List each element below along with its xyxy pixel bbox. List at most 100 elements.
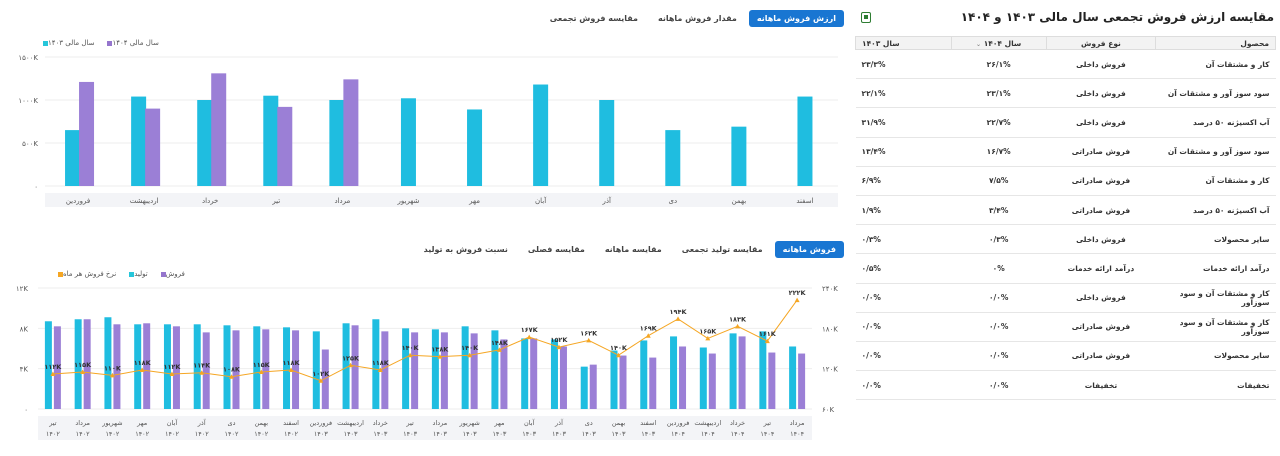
header-year-1404[interactable]: سال ۱۴۰۴ ⌄ [950, 36, 1047, 50]
comparison-table: محصول نوع فروش سال ۱۴۰۴ ⌄ سال ۱۴۰۳ کار و… [855, 36, 1276, 401]
rate-point-label: ۱۱۸K [134, 359, 152, 367]
cell-1403: ۲۳/۳% [855, 49, 952, 80]
y-tick-label: ۱۰۰۰K [18, 97, 38, 105]
table-row[interactable]: آب اکسیژنه ۵۰ درصد فروش داخلی ۲۲/۷% ۳۱/۹% [855, 107, 1276, 138]
header-sale-type[interactable]: نوع فروش [1045, 36, 1157, 50]
cell-sale-type: تخفیفات [1046, 370, 1156, 401]
cell-1403: ۲۲/۱% [855, 78, 952, 109]
bar-production [312, 331, 320, 409]
cell-sale-type: فروش داخلی [1046, 283, 1156, 313]
bar-sales [500, 339, 508, 409]
bar-sales [411, 332, 419, 409]
rate-point-label: ۱۴۰K [610, 344, 628, 352]
top-tab-2[interactable]: مقایسه فروش تجمعی [549, 14, 638, 23]
cell-sale-type: فروش داخلی [1046, 78, 1156, 109]
rate-point [288, 367, 294, 373]
cell-1404: ۲۲/۷% [951, 107, 1047, 138]
bar-1403 [731, 126, 747, 186]
table-row[interactable]: کار و مشتقات آن و سود سوزآور فروش صادراتی… [855, 312, 1276, 342]
x-tick-month: بهمن [255, 419, 269, 427]
table-row[interactable]: سایر محصولات فروش داخلی ۰/۳% ۰/۳% [855, 224, 1276, 255]
legend-item[interactable]: فروش [158, 270, 185, 278]
header-product[interactable]: محصول [1155, 36, 1276, 50]
rate-point [437, 354, 443, 359]
table-row[interactable]: کار و مشتقات آن فروش صادراتی ۷/۵% ۶/۹% [855, 166, 1276, 196]
y-right-tick-label: ۱۲۰K [822, 366, 838, 374]
x-tick-year: ۱۴۰۴ [790, 430, 804, 438]
bottom-tab-4[interactable]: نسبت فروش به تولید [423, 245, 508, 254]
top-tab-1[interactable]: مقدار فروش ماهانه [658, 14, 737, 23]
x-tick-year: ۱۴۰۲ [165, 430, 179, 438]
legend-item[interactable]: سال مالی ۱۴۰۳ [40, 39, 94, 47]
bottom-tab-0[interactable]: فروش ماهانه [774, 241, 844, 258]
x-tick-year: ۱۴۰۲ [195, 430, 209, 438]
x-tick-year: ۱۴۰۳ [463, 430, 477, 438]
bottom-tab-1[interactable]: مقایسه تولید تجمعی [681, 245, 763, 254]
cell-1404: ۱۶/۷% [951, 137, 1047, 167]
table-row[interactable]: کار و مشتقات آن و سود سوزآور فروش داخلی ۰/… [855, 283, 1276, 313]
x-tick-label: خرداد [202, 197, 218, 205]
header-year-1403[interactable]: سال ۱۴۰۳ [855, 36, 952, 50]
bar-production [253, 326, 261, 409]
x-tick-month: اردیبهشت [694, 419, 721, 427]
legend-item[interactable]: نرخ فروش هر ماه [55, 270, 116, 278]
bar-1403 [797, 96, 813, 186]
rate-point-label: ۱۵۲K [550, 336, 568, 344]
x-tick-label: بهمن [732, 197, 747, 205]
rate-point-label: ۱۲۵K [342, 354, 360, 362]
sort-desc-icon[interactable]: ⌄ [976, 40, 982, 48]
x-tick-year: ۱۴۰۳ [314, 430, 328, 438]
table-row[interactable]: کار و مشتقات آن فروش داخلی ۲۶/۱% ۲۳/۳% [855, 49, 1276, 80]
charts-panel: ارزش فروش ماهانه مقدار فروش ماهانه مقایسه … [16, 10, 844, 440]
table-row[interactable]: تخفیفات تخفیفات ۰/۰% ۰/۰% [855, 370, 1276, 401]
x-tick-year: ۱۴۰۴ [701, 430, 715, 438]
cell-sale-type: فروش صادراتی [1046, 312, 1156, 342]
x-tick-label: مرداد [334, 197, 350, 205]
rate-point [526, 334, 532, 340]
bottom-tab-2[interactable]: مقایسه ماهانه [604, 245, 662, 254]
rate-point-label: ۲۲۲K [789, 289, 807, 297]
x-tick-month: تیر [405, 419, 414, 427]
bar-sales [262, 329, 270, 409]
top-tab-0[interactable]: ارزش فروش ماهانه [748, 10, 844, 27]
y-tick-label: ۱۵۰۰K [18, 54, 38, 62]
cell-1404: ۰% [951, 253, 1047, 284]
table-row[interactable]: سود سوز آور و مشتقات آن فروش صادراتی ۱۶/۷%… [855, 137, 1276, 167]
legend-item[interactable]: تولید [126, 270, 148, 278]
bar-production [670, 336, 678, 409]
x-tick-label: اردیبهشت [130, 197, 159, 205]
cell-1404: ۰/۰% [951, 312, 1047, 342]
cell-sale-type: فروش داخلی [1046, 49, 1156, 80]
cell-1403: ۱/۹% [855, 195, 952, 226]
rate-point-label: ۱۶۵K [699, 327, 717, 335]
bar-production [759, 331, 767, 409]
bar-1403 [329, 100, 345, 186]
rate-point-label: ۱۱۵K [74, 361, 92, 369]
x-tick-year: ۱۴۰۳ [582, 430, 596, 438]
bottom-tab-3[interactable]: مقایسه فصلی [527, 245, 585, 254]
x-tick-label: مهر [468, 197, 480, 205]
legend-swatch [160, 271, 166, 277]
rate-point-label: ۱۱۵K [253, 361, 271, 369]
legend-item[interactable]: سال مالی ۱۴۰۴ [104, 39, 159, 47]
rate-point [377, 367, 383, 373]
rate-point [407, 352, 413, 358]
cell-1404: ۷/۵% [951, 166, 1047, 196]
table-row[interactable]: آب اکسیژنه ۵۰ درصد فروش صادراتی ۳/۴% ۱/۹% [855, 195, 1276, 226]
x-tick-year: ۱۴۰۲ [46, 430, 60, 438]
bar-1403 [467, 109, 483, 186]
bar-production [550, 339, 558, 409]
excel-export-icon[interactable] [861, 12, 871, 23]
x-tick-month: مهر [136, 419, 147, 427]
x-tick-year: ۱۴۰۳ [344, 430, 358, 438]
x-tick-month: بهمن [612, 419, 626, 427]
x-tick-label: اسفند [796, 197, 813, 205]
x-tick-month: اردیبهشت [337, 419, 364, 427]
bar-1403 [599, 100, 615, 186]
table-row[interactable]: سایر محصولات فروش صادراتی ۰/۰% ۰/۰% [855, 341, 1276, 372]
cell-sale-type: درآمد ارائه خدمات [1046, 253, 1156, 284]
rate-point [139, 367, 145, 373]
table-row[interactable]: درآمد ارائه خدمات درآمد ارائه خدمات ۰% ۰/۵% [855, 253, 1276, 284]
table-row[interactable]: سود سوز آور و مشتقات آن فروش داخلی ۲۳/۱% ۲۲… [855, 78, 1276, 109]
monthly-production-sales-chart: ۰ ۴K ۸K ۱۲K ۶۰K ۱۲۰K ۱۸۰K ۲۴۰K تیر ۱۴۰۲ مرداد ۱۴۰۲ ش… [16, 285, 838, 440]
